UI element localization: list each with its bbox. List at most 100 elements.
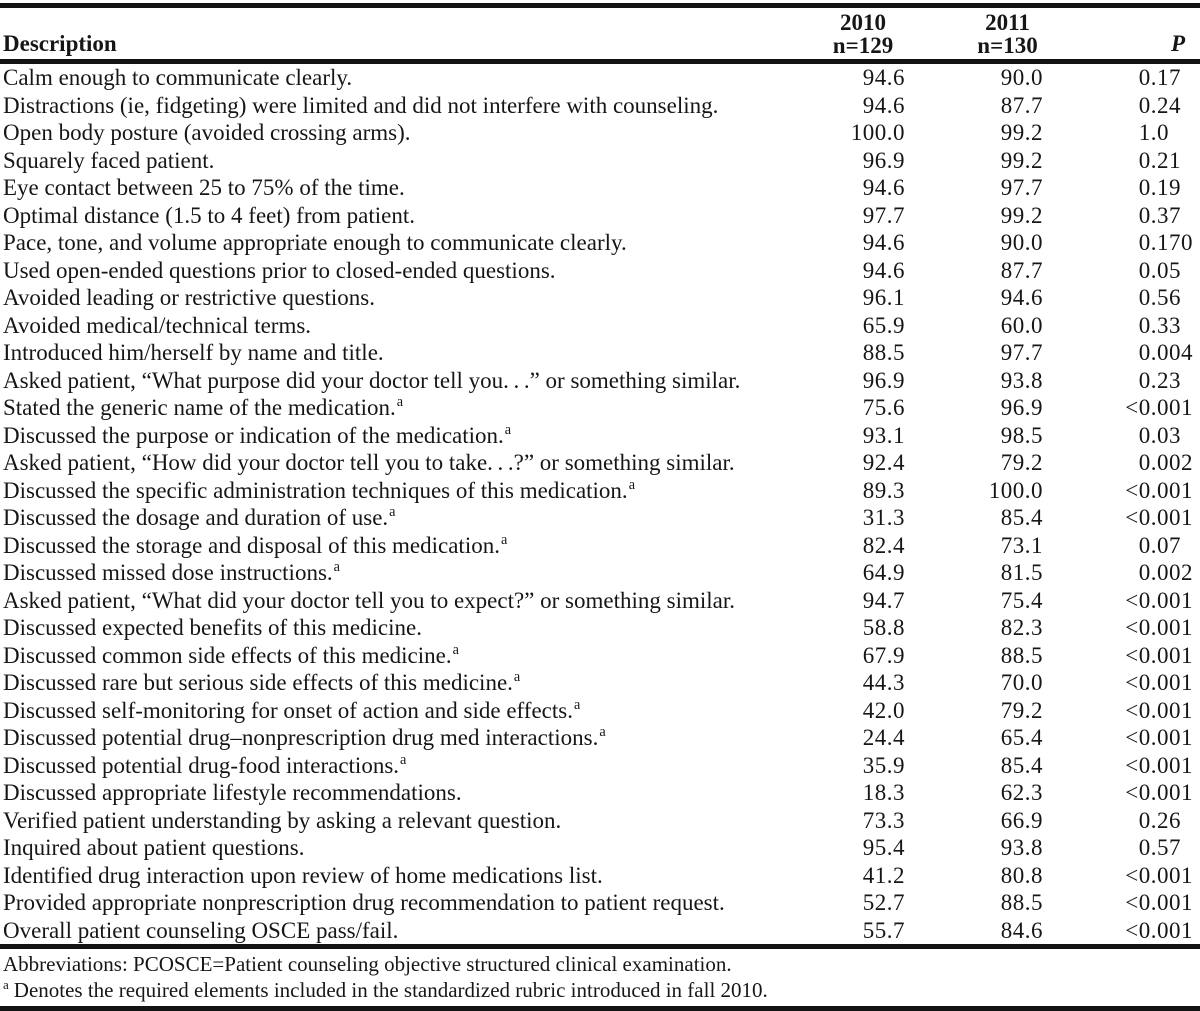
- value-2010-cell: 35.9: [862, 752, 905, 778]
- p-value-integer-part: 0.: [1138, 312, 1157, 338]
- p-value-cell: 0.002: [1045, 559, 1200, 587]
- p-value-fraction-part: 001: [1157, 642, 1193, 668]
- p-value-integer-part: <0.: [1125, 697, 1157, 723]
- table-row: Discussed potential drug-food interactio…: [0, 752, 1200, 780]
- table-body: Calm enough to communicate clearly. 94.6 9…: [0, 62, 1200, 949]
- p-value-cell: 0.23: [1045, 367, 1200, 395]
- description-cell: Discussed missed dose instructions.a: [0, 559, 788, 587]
- p-value-fraction-part: 57: [1157, 835, 1181, 860]
- table-row: Squarely faced patient. 96.9 99.2 0.21: [0, 147, 1200, 175]
- p-value-cell: <0.001: [1045, 394, 1200, 422]
- column-header-2011-year: 2011: [985, 10, 1030, 35]
- pcosce-table-figure: Description 2010 n=129 2011 n=130 P Calm…: [0, 3, 1200, 1011]
- value-2010-cell: 55.7: [788, 916, 905, 949]
- value-2010-cell: 94.6: [862, 257, 905, 283]
- bottom-rule: [0, 1006, 1200, 1011]
- table-row: Inquired about patient questions. 95.4 93.…: [0, 834, 1200, 862]
- table-row: Discussed common side effects of this me…: [0, 642, 1200, 670]
- value-2011-cell: 99.2: [1000, 202, 1043, 228]
- p-value-fraction-part: 56: [1157, 285, 1181, 310]
- value-2010-cell: 89.3: [862, 477, 905, 503]
- value-2010-cell: 58.8: [862, 615, 905, 640]
- value-2010-cell: 94.6: [862, 65, 905, 90]
- p-value-fraction-part: 19: [1157, 175, 1181, 200]
- table-row: Discussed expected benefits of this medi…: [0, 614, 1200, 642]
- description-text: Pace, tone, and volume appropriate enoug…: [3, 230, 627, 255]
- p-value-integer-part: <0.: [1125, 862, 1157, 888]
- description-text: Avoided leading or restrictive questions…: [3, 285, 375, 310]
- value-2010-cell: 94.6: [862, 175, 905, 200]
- description-text: Eye contact between 25 to 75% of the tim…: [3, 175, 405, 200]
- description-cell: Open body posture (avoided crossing arms…: [0, 119, 788, 147]
- value-2011-cell: 62.3: [1000, 780, 1043, 805]
- value-2010-cell: 94.6: [862, 92, 905, 118]
- p-value-fraction-part: 07: [1157, 532, 1181, 558]
- p-value-integer-part: <0.: [1125, 780, 1157, 805]
- description-text: Discussed rare but serious side effects …: [3, 670, 513, 695]
- p-value-integer-part: <0.: [1125, 752, 1157, 778]
- description-cell: Discussed the storage and disposal of th…: [0, 532, 788, 560]
- p-value-cell: <0.001: [1045, 862, 1200, 890]
- value-2010-cell: 73.3: [862, 807, 905, 833]
- description-cell: Asked patient, “How did your doctor tell…: [0, 449, 788, 477]
- description-cell: Squarely faced patient.: [0, 147, 788, 175]
- p-value-cell: 0.33: [1045, 312, 1200, 340]
- description-text: Discussed the dosage and duration of use…: [3, 505, 389, 530]
- description-cell: Introduced him/herself by name and title…: [0, 339, 788, 367]
- value-2011-cell: 80.8: [1000, 862, 1043, 888]
- table-row: Provided appropriate nonprescription dru…: [0, 889, 1200, 917]
- p-value-integer-part: <0.: [1125, 477, 1157, 503]
- description-cell: Calm enough to communicate clearly.: [0, 62, 788, 92]
- p-value-cell: <0.001: [1045, 587, 1200, 615]
- p-value-cell: 0.170: [1045, 229, 1200, 257]
- description-text: Discussed potential drug-food interactio…: [3, 752, 400, 778]
- description-text: Calm enough to communicate clearly.: [3, 65, 353, 90]
- p-value-fraction-part: 004: [1157, 340, 1193, 365]
- header-row: Description 2010 n=129 2011 n=130 P: [0, 8, 1200, 64]
- table-header: Description 2010 n=129 2011 n=130 P: [0, 8, 1200, 64]
- p-value-integer-part: <0.: [1125, 587, 1157, 613]
- value-2011-cell: 90.0: [1000, 65, 1043, 90]
- table-row: Open body posture (avoided crossing arms…: [0, 119, 1200, 147]
- value-2010-cell: 65.9: [862, 312, 905, 338]
- p-value-integer-part: 0.: [1138, 422, 1157, 448]
- value-2010-cell: 75.6: [862, 395, 905, 420]
- table-row: Optimal distance (1.5 to 4 feet) from pa…: [0, 202, 1200, 230]
- description-text: Distractions (ie, fidgeting) were limite…: [3, 92, 719, 118]
- description-text: Identified drug interaction upon review …: [3, 862, 603, 888]
- description-text: Discussed common side effects of this me…: [3, 642, 452, 668]
- table-row: Discussed the specific administration te…: [0, 477, 1200, 505]
- table-row: Stated the generic name of the medicatio…: [0, 394, 1200, 422]
- p-value-integer-part: 0.: [1138, 807, 1157, 833]
- p-value-cell: 1.0: [1045, 119, 1200, 147]
- description-cell: Verified patient understanding by asking…: [0, 807, 788, 835]
- table-row: Avoided medical/technical terms. 65.9 60.0…: [0, 312, 1200, 340]
- description-text: Discussed the storage and disposal of th…: [3, 532, 500, 558]
- description-cell: Discussed the dosage and duration of use…: [0, 504, 788, 532]
- p-value-cell: <0.001: [1045, 669, 1200, 697]
- description-text: Introduced him/herself by name and title…: [3, 340, 384, 365]
- description-text: Discussed self-monitoring for onset of a…: [3, 697, 573, 723]
- table-row: Identified drug interaction upon review …: [0, 862, 1200, 890]
- value-2011-cell: 85.4: [1000, 505, 1043, 530]
- value-2011-cell: 98.5: [1000, 422, 1043, 448]
- table-row: Avoided leading or restrictive questions…: [0, 284, 1200, 312]
- p-value-integer-part: <0.: [1125, 642, 1157, 668]
- value-2011-cell: 79.2: [1000, 450, 1043, 475]
- description-cell: Identified drug interaction upon review …: [0, 862, 788, 890]
- p-value-cell: 0.03: [1045, 422, 1200, 450]
- description-cell: Used open-ended questions prior to close…: [0, 257, 788, 285]
- p-value-cell: <0.001: [1045, 752, 1200, 780]
- value-2010-cell: 44.3: [862, 670, 905, 695]
- p-value-fraction-part: 001: [1157, 477, 1193, 503]
- footnote-marker: a: [396, 394, 404, 411]
- description-text: Open body posture (avoided crossing arms…: [3, 120, 411, 145]
- footnote-marker: a: [389, 504, 396, 521]
- value-2011-cell: 93.8: [1000, 367, 1043, 393]
- p-value-cell: 0.19: [1045, 174, 1200, 202]
- table-row: Distractions (ie, fidgeting) were limite…: [0, 92, 1200, 120]
- p-value-cell: 0.56: [1045, 284, 1200, 312]
- p-value-cell: 0.26: [1045, 807, 1200, 835]
- description-cell: Discussed rare but serious side effects …: [0, 669, 788, 697]
- table-footnotes: Abbreviations: PCOSCE=Patient counseling…: [0, 951, 1200, 1003]
